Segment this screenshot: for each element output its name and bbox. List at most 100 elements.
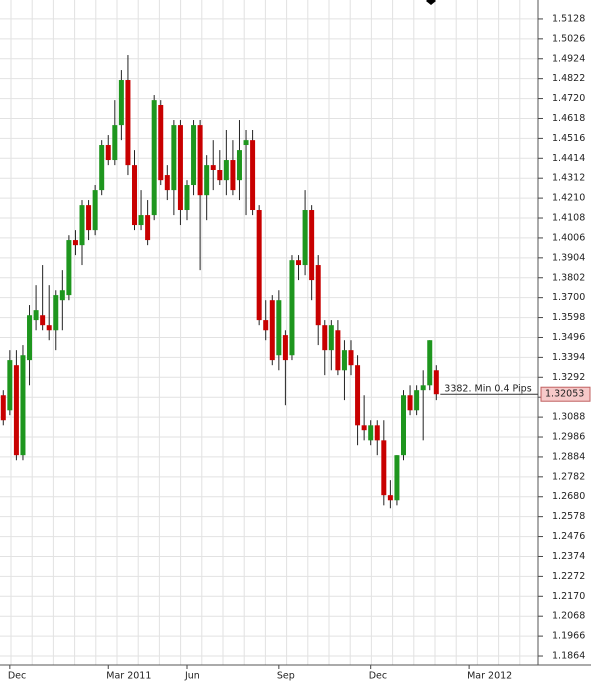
y-tick-label: 1.5128 [552, 13, 585, 24]
y-tick-label: 1.3088 [552, 412, 585, 423]
candle-body [348, 350, 354, 366]
y-tick-label: 1.2782 [552, 471, 585, 482]
x-tick-label: Jun [184, 671, 200, 682]
candle-body [118, 80, 124, 126]
annotation: 3382. Min 0.4 Pips [444, 384, 531, 395]
y-tick-label: 1.2068 [552, 611, 585, 622]
y-tick-label: 1.2476 [552, 531, 585, 542]
candle-body [387, 495, 393, 501]
y-tick-label: 1.1864 [552, 651, 585, 662]
candle-body [250, 140, 256, 211]
candle-body [433, 370, 439, 395]
x-tick-label: Mar 2012 [467, 671, 512, 682]
price-label-box [540, 386, 591, 402]
x-tick-label: Dec [369, 671, 387, 682]
candle-body [368, 425, 374, 441]
y-tick-label: 1.4312 [552, 173, 585, 184]
y-tick-label: 1.4924 [552, 53, 585, 64]
candle-body [243, 140, 249, 146]
candle-body [322, 325, 328, 351]
y-tick-label: 1.4720 [552, 93, 585, 104]
candle-body [105, 145, 111, 161]
candle-body [394, 455, 400, 501]
candle-body [197, 125, 203, 196]
candle-body [99, 145, 105, 191]
candle-body [427, 340, 433, 386]
candle-body [158, 105, 164, 181]
marker-diamond [426, 0, 436, 5]
y-tick-label: 1.2578 [552, 511, 585, 522]
candle-body [289, 260, 295, 356]
y-tick-label: 1.3496 [552, 332, 585, 343]
candle-body [59, 290, 65, 301]
candle-body [282, 335, 288, 361]
candle-body [414, 390, 420, 411]
candle-body [40, 315, 46, 326]
x-tick-label: Mar 2011 [106, 671, 151, 682]
candle-body [420, 385, 426, 391]
y-tick-label: 1.4006 [552, 232, 585, 243]
candle-body [355, 365, 361, 426]
candle-body [53, 295, 59, 331]
candle-body [138, 215, 144, 226]
candle-body [302, 210, 308, 266]
y-tick-label: 1.3394 [552, 352, 585, 363]
candle-body [72, 240, 78, 246]
candle-body [374, 425, 380, 441]
candle-body [33, 310, 39, 321]
y-tick-label: 1.2986 [552, 432, 585, 443]
candle-body [66, 240, 72, 296]
candle-body [0, 395, 6, 421]
y-tick-label: 1.4210 [552, 193, 585, 204]
candle-body [335, 330, 341, 371]
candle-body [164, 175, 170, 191]
candle-body [381, 440, 387, 496]
candle-body [256, 210, 262, 321]
y-tick-label: 1.2374 [552, 551, 585, 562]
y-tick-label: 1.4414 [552, 153, 585, 164]
y-tick-label: 1.2884 [552, 451, 585, 462]
y-tick-label: 1.4618 [552, 113, 585, 124]
y-tick-label: 1.1966 [552, 631, 585, 642]
y-tick-label: 1.3700 [552, 292, 585, 303]
candle-body [296, 260, 302, 266]
candle-body [145, 215, 151, 241]
candle-body [341, 350, 347, 371]
price-label: 1.32053 [545, 389, 584, 400]
y-tick-label: 1.2680 [552, 491, 585, 502]
y-tick-label: 1.5026 [552, 33, 585, 44]
candle-body [223, 160, 229, 181]
candle-body [309, 210, 315, 281]
candle-body [86, 205, 92, 231]
candle-body [171, 125, 177, 191]
candle-body [401, 395, 406, 456]
candle-body [263, 320, 269, 331]
candle-body [269, 300, 275, 361]
candle-body [7, 360, 13, 411]
candle-body [191, 125, 197, 186]
y-tick-label: 1.3904 [552, 252, 585, 263]
candle-body [407, 395, 413, 411]
candle-body [151, 100, 157, 216]
candle-body [46, 325, 52, 331]
x-tick-label: Dec [8, 671, 26, 682]
candle-body [236, 150, 242, 181]
y-tick-label: 1.3292 [552, 372, 585, 383]
y-tick-label: 1.4822 [552, 73, 585, 84]
candle-body [328, 325, 334, 351]
y-tick-label: 1.4108 [552, 213, 585, 224]
candle-body [13, 365, 19, 456]
candle-body [315, 265, 321, 326]
candle-body [177, 125, 183, 211]
candle-body [20, 355, 26, 456]
y-tick-label: 1.4516 [552, 133, 585, 144]
y-tick-label: 1.3802 [552, 272, 585, 283]
candle-body [125, 80, 131, 166]
x-tick-label: Sep [277, 671, 295, 682]
y-tick-label: 1.3598 [552, 312, 585, 323]
candle-body [184, 185, 190, 211]
candle-body [112, 125, 118, 161]
candle-body [217, 170, 223, 181]
